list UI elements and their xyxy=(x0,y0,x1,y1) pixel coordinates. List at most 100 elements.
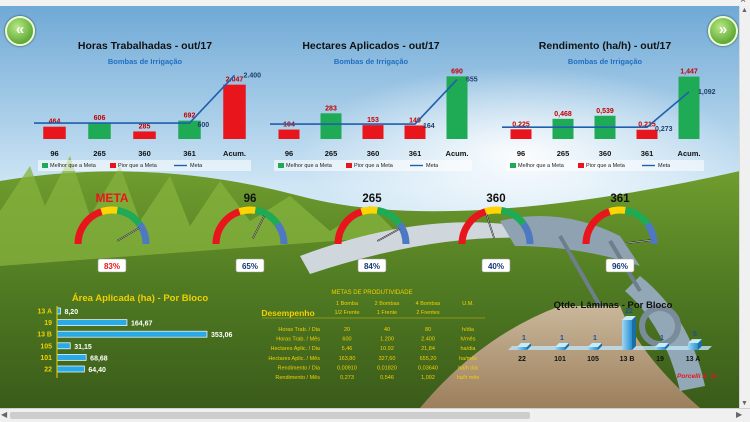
category-label: 360 xyxy=(367,149,380,158)
gauge-1: META 83% xyxy=(74,191,150,273)
metas-row-label: Hectares Aplic. / Dia xyxy=(270,346,320,352)
gauge-value: 96% xyxy=(612,262,628,271)
metas-cell: 20 xyxy=(344,327,350,333)
forward-button[interactable]: » xyxy=(708,16,738,46)
gauge-band xyxy=(520,221,534,245)
chart-title: Rendimento (ha/h) - out/17 xyxy=(539,40,672,52)
horizontal-scroll-thumb[interactable] xyxy=(10,412,530,419)
metas-row-label: Horas Trab. / Dia xyxy=(278,327,321,333)
metas-table: METAS DE PRODUTIVIDADE Desempenho 1 Bomba 2… xyxy=(261,290,485,381)
bar-label: 692 xyxy=(184,113,196,120)
gauge-band xyxy=(624,206,651,227)
bar-chart-1: Horas Trabalhadas - out/17 Bombas de Irri… xyxy=(34,40,261,171)
laminas-category-label: 19 xyxy=(656,356,664,363)
gauge-value: 40% xyxy=(488,262,504,271)
bar xyxy=(446,76,468,139)
bar-label: 464 xyxy=(49,119,61,126)
bar xyxy=(636,129,658,139)
metas-row-label: Hectares Aplic. / Mês xyxy=(268,356,320,362)
title-bar: × xyxy=(0,0,750,6)
legend-box xyxy=(274,160,472,171)
legend-swatch-worse xyxy=(110,163,116,168)
area-bar xyxy=(56,319,128,326)
bar-label: 285 xyxy=(139,123,151,130)
metas-header: 1 Bomba xyxy=(336,301,359,307)
bar xyxy=(88,122,111,139)
gauge-5: 361 96% xyxy=(582,193,658,273)
laminas-bar-top xyxy=(555,343,569,347)
metas-cell: 10,92 xyxy=(380,346,394,352)
metas-subheader: 2 Frentes xyxy=(416,310,439,316)
gauge-value-box xyxy=(605,258,635,273)
legend-target: Meta xyxy=(426,163,439,169)
bar xyxy=(404,125,426,139)
laminas-bar-top xyxy=(588,343,602,347)
gauge-band xyxy=(458,208,487,245)
scroll-up-icon[interactable]: ▲ xyxy=(741,7,748,14)
area-category-label: 105 xyxy=(40,343,52,350)
scroll-right-icon[interactable]: ▶ xyxy=(736,410,743,419)
metas-header: 2 Bombas xyxy=(375,301,400,307)
category-label: 96 xyxy=(517,149,525,158)
area-category-label: 13 A xyxy=(37,309,52,316)
area-category-label: 19 xyxy=(44,320,52,327)
legend-swatch-better xyxy=(278,163,284,168)
category-label: 360 xyxy=(599,149,612,158)
gauge-band xyxy=(74,208,103,245)
target-label: 1,092 xyxy=(698,89,716,96)
metas-cell: 327,60 xyxy=(379,356,396,362)
bar-label: 0,539 xyxy=(596,108,614,115)
category-label: Acum. xyxy=(446,149,469,158)
category-label: 96 xyxy=(50,149,58,158)
metas-subheader: 1 Frente xyxy=(377,310,397,316)
target-label: 2.400 xyxy=(244,72,262,79)
bar-label: 1,447 xyxy=(680,69,698,76)
gauge-value: 84% xyxy=(364,262,380,271)
gauge-needle-highlight xyxy=(485,213,495,239)
gauge-needle-highlight xyxy=(377,228,401,242)
laminas-bar xyxy=(517,347,527,350)
bar-label: 2.047 xyxy=(226,77,244,84)
scroll-down-icon[interactable]: ▼ xyxy=(741,400,748,407)
chart-subtitle: Bombas de Irrigação xyxy=(568,57,643,66)
laminas-category-label: 22 xyxy=(518,356,526,363)
metas-cell: 0,546 xyxy=(380,375,394,381)
gauge-band xyxy=(644,221,658,245)
laminas-bar-side xyxy=(632,316,636,350)
area-bar xyxy=(56,330,208,338)
scroll-left-icon[interactable]: ◀ xyxy=(1,410,8,419)
gauge-value: 83% xyxy=(104,262,120,271)
legend-worse: Pior que a Meta xyxy=(354,163,394,169)
area-chart-title: Área Aplicada (ha) - Por Bloco xyxy=(72,293,209,304)
close-icon[interactable]: × xyxy=(740,0,746,6)
gauge-title: 361 xyxy=(610,193,630,205)
vertical-scrollbar[interactable]: ▲ ▼ xyxy=(739,6,750,408)
metas-cell: 1.200 xyxy=(380,337,394,343)
gauge-needle-highlight xyxy=(252,215,265,239)
gauge-band xyxy=(274,221,288,245)
laminas-bar xyxy=(588,347,598,350)
gauge-title: 265 xyxy=(362,193,382,205)
laminas-bar xyxy=(555,347,565,350)
back-button[interactable]: « xyxy=(5,16,35,46)
bar-label: 153 xyxy=(367,117,379,124)
author-signature: Porcelli A. Jr. xyxy=(677,373,718,380)
target-line xyxy=(34,74,236,124)
gauge-title: META xyxy=(95,191,128,205)
laminas-bar xyxy=(622,320,632,350)
category-label: 360 xyxy=(138,149,151,158)
area-bar-label: 353,06 xyxy=(211,332,233,339)
laminas-bar-label: 22 xyxy=(625,308,633,315)
horizontal-scrollbar[interactable]: ◀ ▶ xyxy=(0,408,750,422)
area-bar xyxy=(56,342,71,350)
gauge-value-box xyxy=(235,258,265,273)
bar-label: 104 xyxy=(283,122,295,129)
gauge-4: 360 40% xyxy=(458,193,534,273)
bar-label: 0,225 xyxy=(512,121,530,128)
metas-left-label: Desempenho xyxy=(261,308,314,318)
gauge-band xyxy=(500,206,527,227)
dashboard-sheet: Horas Trabalhadas - out/17 Bombas de Irri… xyxy=(0,6,740,408)
bar-label: 690 xyxy=(451,68,463,75)
gauge-needle-highlight xyxy=(117,227,140,242)
laminas-category-label: 105 xyxy=(587,356,599,363)
